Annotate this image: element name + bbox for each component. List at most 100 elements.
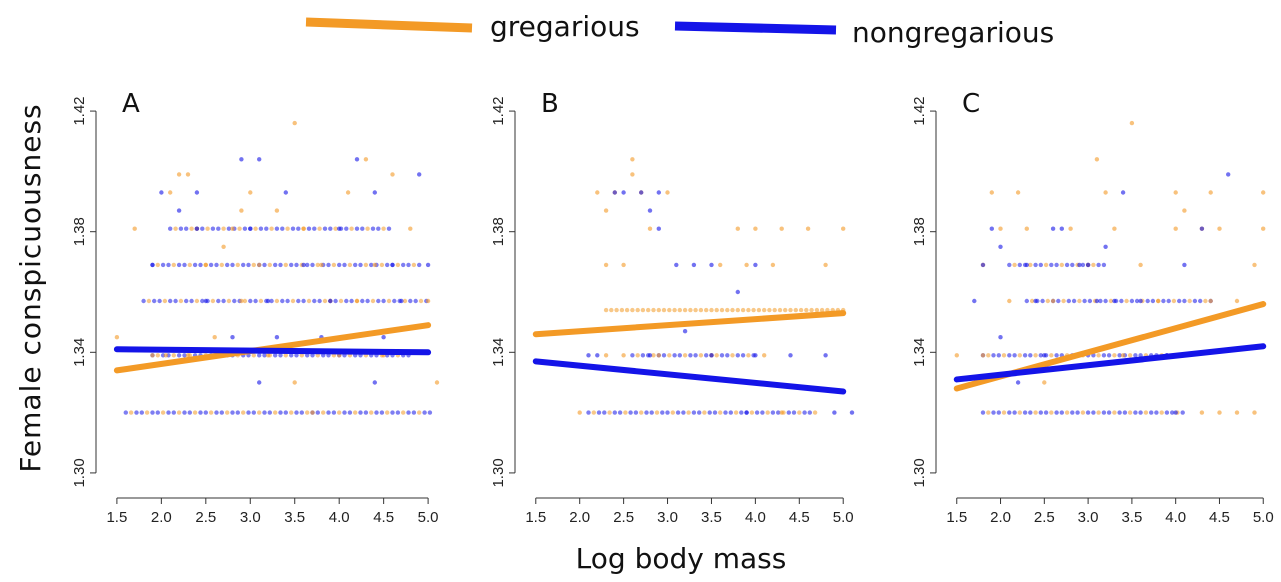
data-point xyxy=(152,298,157,304)
data-point xyxy=(353,410,358,415)
data-point xyxy=(1017,353,1022,358)
data-point xyxy=(258,226,264,231)
data-point-nongregarious xyxy=(674,262,679,268)
data-point-nongregarious xyxy=(980,262,986,268)
data-point xyxy=(770,410,776,415)
data-point xyxy=(176,353,182,358)
data-point xyxy=(1192,298,1198,304)
data-point xyxy=(1054,353,1059,358)
data-point-gregarious xyxy=(603,208,609,213)
data-point-gregarious xyxy=(212,335,217,340)
data-point xyxy=(718,410,723,415)
data-point-gregarious xyxy=(577,410,582,415)
data-point-nongregarious xyxy=(1138,298,1143,304)
data-point-gregarious xyxy=(1138,262,1143,268)
data-point-gregarious xyxy=(168,190,173,195)
data-point xyxy=(649,410,654,415)
data-point xyxy=(733,410,739,415)
legend: gregarious nongregarious xyxy=(305,10,1054,49)
data-point-gregarious xyxy=(665,190,670,195)
data-point-gregarious xyxy=(1156,298,1161,304)
data-point xyxy=(237,226,242,231)
data-point-gregarious xyxy=(185,353,191,358)
data-point xyxy=(200,226,205,231)
x-tick-label: 3.5 xyxy=(284,509,305,526)
data-point-gregarious xyxy=(841,226,846,231)
data-point-gregarious xyxy=(823,262,828,268)
data-point-nongregarious xyxy=(381,335,386,340)
data-point-nongregarious xyxy=(1199,226,1205,231)
data-point xyxy=(617,410,623,415)
data-point xyxy=(704,353,709,358)
data-point xyxy=(184,226,189,231)
data-point-gregarious xyxy=(1120,353,1126,358)
fit-line-gregarious xyxy=(113,322,432,374)
data-point xyxy=(226,226,232,231)
data-point xyxy=(1180,410,1185,415)
data-point xyxy=(162,298,168,304)
data-point xyxy=(686,410,691,415)
data-point xyxy=(609,307,614,313)
data-point xyxy=(1033,262,1038,268)
data-point xyxy=(754,410,760,415)
data-point-nongregarious xyxy=(372,380,377,385)
data-point xyxy=(1075,410,1080,415)
data-point xyxy=(406,262,411,268)
data-point xyxy=(725,353,730,358)
data-point xyxy=(168,298,173,304)
data-point xyxy=(296,226,301,231)
x-tick-label: 2.0 xyxy=(990,509,1011,526)
data-point xyxy=(262,410,267,415)
data-point xyxy=(1117,410,1122,415)
data-point xyxy=(290,298,296,304)
data-point xyxy=(230,410,235,415)
data-point xyxy=(317,226,322,231)
data-point-nongregarious xyxy=(753,353,758,358)
data-point xyxy=(996,410,1001,415)
data-point xyxy=(306,298,312,304)
data-point-gregarious xyxy=(603,353,609,358)
data-point xyxy=(688,307,693,313)
y-tick-label: 1.42 xyxy=(490,96,507,125)
data-point xyxy=(160,410,166,415)
data-point xyxy=(640,307,646,313)
data-point xyxy=(1059,262,1065,268)
data-point-nongregarious xyxy=(586,353,591,358)
data-point xyxy=(342,410,347,415)
data-point xyxy=(677,307,682,313)
data-point xyxy=(1096,410,1101,415)
data-point xyxy=(693,307,698,313)
data-point xyxy=(150,410,155,415)
data-point xyxy=(1122,410,1128,415)
data-point xyxy=(269,226,274,231)
data-point xyxy=(793,307,798,313)
data-point-gregarious xyxy=(163,353,168,358)
data-point xyxy=(134,410,139,415)
data-point xyxy=(635,307,640,313)
data-point xyxy=(783,307,788,313)
data-point xyxy=(182,262,187,268)
data-point xyxy=(226,298,232,304)
data-point xyxy=(305,353,310,358)
data-point-nongregarious xyxy=(257,380,262,385)
data-point xyxy=(980,410,986,415)
data-point-gregarious xyxy=(621,262,626,268)
data-point xyxy=(182,410,187,415)
data-point-gregarious xyxy=(630,157,635,162)
data-point-gregarious xyxy=(310,410,315,415)
data-point-gregarious xyxy=(203,262,208,268)
data-point xyxy=(702,410,707,415)
data-point-nongregarious xyxy=(248,226,253,231)
data-point xyxy=(619,307,625,313)
data-point-gregarious xyxy=(301,226,306,231)
data-point xyxy=(395,262,401,268)
data-point xyxy=(381,226,386,231)
data-point-gregarious xyxy=(1252,262,1257,268)
data-point xyxy=(379,410,385,415)
panels: 1.30 1.34 1.38 1.42 1.5 2.0 2.5 3.0 3.5 4.0 4.5 5.0… xyxy=(71,89,1274,526)
data-point xyxy=(765,410,770,415)
data-point xyxy=(646,307,651,313)
data-point xyxy=(614,307,619,313)
data-point xyxy=(719,353,725,358)
data-point xyxy=(1070,410,1075,415)
